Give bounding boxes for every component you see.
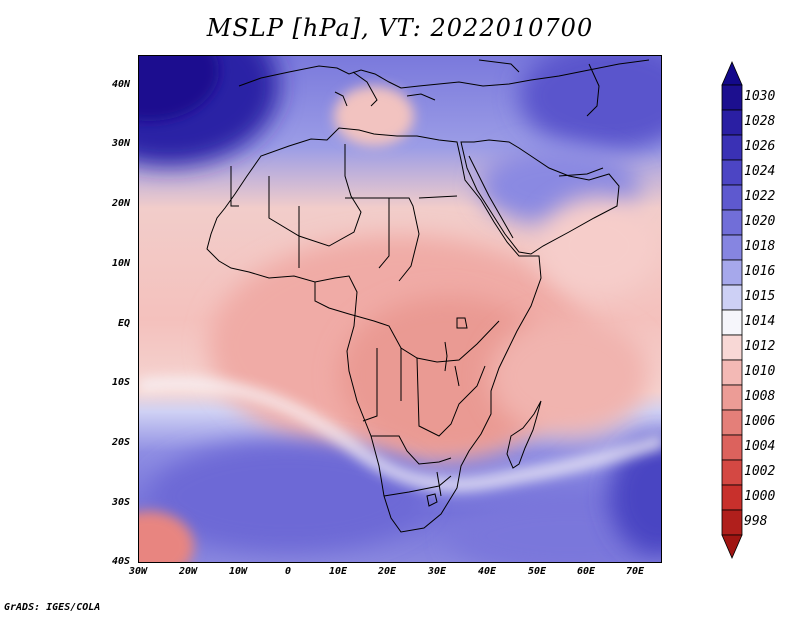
lon-tick-0: 0 [284,566,292,577]
colorbar-label-1026: 1026 [744,138,776,154]
lon-tick-20e: 20E [377,566,397,577]
colorbar-swatch-1008 [721,384,743,411]
lon-tick-10w: 10W [228,566,248,577]
colorbar-label-1022: 1022 [744,188,776,204]
lat-tick-30n: 30N [111,138,130,149]
colorbar-label-1028: 1028 [744,113,776,129]
colorbar-label-1024: 1024 [744,163,776,179]
colorbar-swatch-1028 [721,109,743,136]
colorbar-swatch-1022 [721,184,743,211]
lat-tick-eq: EQ [117,318,130,329]
colorbar-swatch-1026 [721,134,743,161]
colorbar-label-1030: 1030 [744,88,776,104]
colorbar-label-1014: 1014 [744,313,776,329]
lon-tick-40e: 40E [477,566,497,577]
colorbar-label-1006: 1006 [744,413,776,429]
lon-tick-30e: 30E [427,566,447,577]
colorbar-label-1010: 1010 [744,363,776,379]
colorbar-swatch-1020 [721,209,743,236]
coastlines-and-borders [206,59,650,533]
colorbar-swatch-1006 [721,409,743,436]
lon-tick-20w: 20W [178,566,198,577]
colorbar-label-1008: 1008 [744,388,776,404]
lon-tick-30w: 30W [128,566,148,577]
lon-tick-60e: 60E [576,566,596,577]
colorbar [721,60,743,560]
colorbar-swatch-1030 [721,84,743,111]
lat-tick-20s: 20S [111,437,130,448]
colorbar-top-arrow [721,60,743,86]
colorbar-label-1015: 1015 [744,288,776,304]
lon-tick-10e: 10E [328,566,348,577]
pressure-field [139,56,661,562]
colorbar-swatch-1012 [721,334,743,361]
colorbar-label-1002: 1002 [744,463,776,479]
mslp-map [138,55,662,563]
colorbar-label-1016: 1016 [744,263,776,279]
colorbar-bottom-arrow [721,534,743,560]
colorbar-label-1012: 1012 [744,338,776,354]
colorbar-label-998: 998 [744,513,768,529]
colorbar-label-1020: 1020 [744,213,776,229]
grads-credit: GrADS: IGES/COLA [4,602,101,613]
lat-tick-10n: 10N [111,258,130,269]
colorbar-label-1018: 1018 [744,238,776,254]
colorbar-swatch-1014 [721,309,743,336]
colorbar-swatch-998 [721,509,743,536]
colorbar-swatch-1018 [721,234,743,261]
lon-tick-50e: 50E [527,566,547,577]
colorbar-swatch-1000 [721,484,743,511]
colorbar-swatch-1016 [721,259,743,286]
lon-tick-70e: 70E [625,566,645,577]
lat-tick-30s: 30S [111,497,130,508]
colorbar-label-1004: 1004 [744,438,776,454]
lat-tick-40s: 40S [111,556,130,567]
lat-tick-10s: 10S [111,377,130,388]
lat-tick-20n: 20N [111,198,130,209]
colorbar-swatch-1002 [721,459,743,486]
colorbar-label-1000: 1000 [744,488,776,504]
colorbar-swatch-1004 [721,434,743,461]
colorbar-swatch-1015 [721,284,743,311]
colorbar-swatch-1010 [721,359,743,386]
lat-tick-40n: 40N [111,79,130,90]
colorbar-swatch-1024 [721,159,743,186]
map-title: MSLP [hPa], VT: 2022010700 [206,14,594,42]
